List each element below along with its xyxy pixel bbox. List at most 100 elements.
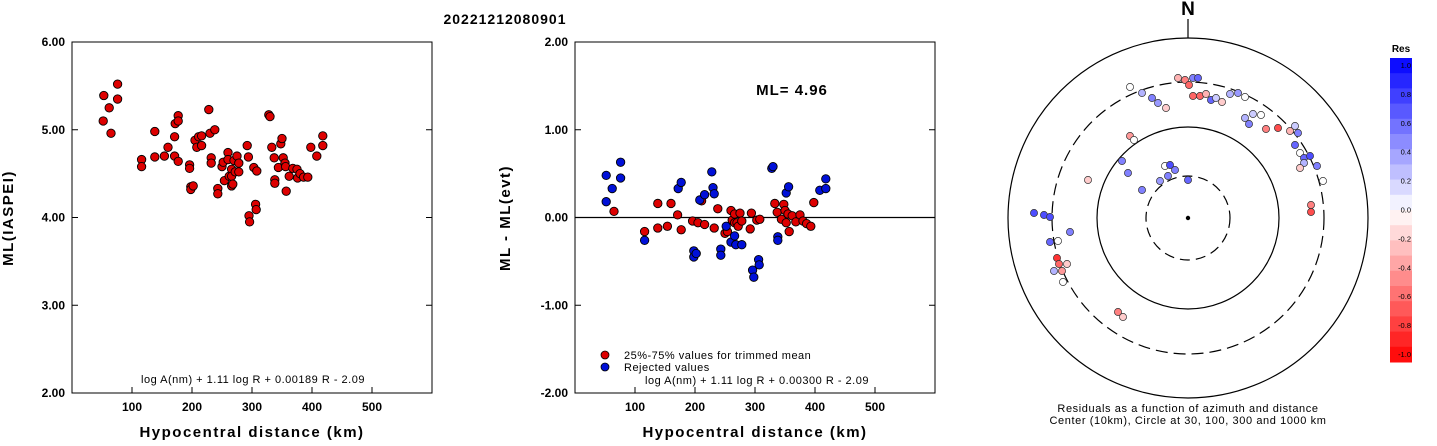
chart2-data-point — [729, 231, 740, 241]
north-label: N — [1181, 0, 1195, 20]
station-marker — [1319, 177, 1327, 185]
chart2-data-point — [773, 235, 783, 245]
colorbar-band — [1390, 301, 1412, 317]
station-marker — [1156, 177, 1164, 185]
chart2-data-point — [784, 226, 794, 237]
chart1-data-point — [196, 131, 207, 141]
chart2-x-tick-label: 100 — [625, 400, 645, 414]
chart2-data-point — [666, 198, 676, 209]
chart1-data-point — [306, 142, 316, 152]
station-marker — [1307, 208, 1315, 216]
chart2-data-point — [749, 272, 759, 282]
colorbar-band — [1390, 240, 1412, 257]
colorbar-tick-label: 0.4 — [1401, 148, 1411, 157]
chart2-data-point — [737, 216, 747, 226]
chart2-data-point — [709, 189, 719, 199]
chart2-data-point — [781, 218, 791, 228]
chart2-formula: log A(nm) + 1.11 log R + 0.00300 R - 2.0… — [645, 375, 869, 387]
chart1-data-point — [318, 140, 328, 151]
chart2-data-point — [821, 174, 831, 184]
chart1-data-point — [252, 166, 262, 176]
chart2-data-point — [699, 190, 710, 200]
residual-colorbar: Res 1.0 0.8 0.6 0.4 0.2 0.0 -0.2 -0.4 -0.6 -0.8 -1… — [1390, 44, 1412, 363]
chart1-data-point — [267, 142, 277, 152]
chart2-data-point — [707, 167, 717, 177]
station-marker — [1218, 98, 1226, 106]
chart2-data-point — [653, 223, 663, 233]
chart2-data-point — [699, 219, 710, 230]
colorbar-band — [1390, 118, 1412, 135]
station-marker — [1291, 122, 1299, 130]
station-marker — [1050, 267, 1058, 275]
chart1-data-point — [136, 161, 147, 172]
chart1-data-point — [150, 126, 160, 137]
station-marker — [1189, 92, 1197, 100]
chart1-y-tick-label: 4.00 — [42, 211, 66, 225]
ring-1000km — [1007, 37, 1369, 399]
colorbar-tick-label: 1.0 — [1401, 61, 1411, 70]
colorbar-band — [1390, 225, 1412, 241]
station-marker — [1138, 186, 1146, 194]
station-marker — [1234, 89, 1242, 97]
station-marker — [1054, 237, 1062, 245]
station-marker — [1307, 201, 1315, 209]
chart2-data-point — [601, 170, 611, 181]
chart2-data-point — [768, 161, 778, 172]
colorbar-band — [1390, 346, 1412, 363]
station-marker — [1162, 104, 1170, 112]
chart2-data-point — [607, 183, 617, 194]
chart1-data-point — [281, 186, 291, 196]
chart2-data-point — [737, 240, 747, 250]
chart2-data-point — [609, 206, 619, 217]
chart1-x-label: Hypocentral distance (km) — [139, 424, 364, 441]
chart1-y-tick-label: 5.00 — [42, 123, 66, 137]
chart1-x-tick-label: 100 — [122, 400, 142, 414]
station-markers — [1030, 74, 1327, 321]
chart1-data-point — [112, 79, 123, 89]
chart2-y-tick-label: 0.00 — [545, 211, 569, 225]
ring-30km — [1145, 175, 1231, 261]
station-marker — [1226, 90, 1234, 98]
chart1-data-point — [312, 151, 322, 161]
station-marker — [1063, 260, 1071, 268]
chart1-data-point — [184, 163, 195, 174]
chart1-data-point — [265, 111, 275, 122]
ml-value-annotation: ML= 4.96 — [756, 82, 828, 99]
chart1-data-point — [206, 158, 216, 168]
chart2-y-tick-label: 1.00 — [545, 123, 569, 137]
chart1-data-point — [284, 171, 294, 181]
chart1-data-point — [234, 158, 244, 168]
colorbar-tick-label: 0.0 — [1401, 206, 1411, 215]
azimuth-residual-map: N Residuals as a function of azimuth and… — [1007, 0, 1369, 427]
chart2-data-point — [662, 221, 673, 231]
chart2-data-point — [716, 250, 726, 260]
chart2-data-point — [783, 182, 794, 192]
chart2-x-tick-label: 200 — [685, 400, 705, 414]
chart2-data-point — [653, 198, 663, 209]
chart2-data-point — [770, 198, 780, 209]
chart2-x-label: Hypocentral distance (km) — [642, 424, 867, 441]
chart1-data-point — [234, 167, 244, 177]
colorbar-band — [1390, 134, 1412, 150]
chart2-y-tick-label: -2.00 — [541, 386, 569, 400]
chart2-data-point — [709, 223, 719, 233]
chart1-data-point — [204, 104, 214, 115]
chart1-data-point — [269, 153, 279, 163]
chart2-data-point — [615, 157, 626, 167]
colorbar-band — [1390, 194, 1412, 211]
chart2-x-ticks: 100 200 300 400 500 — [625, 387, 885, 414]
epicenter-marker — [1185, 215, 1191, 221]
chart1-y-tick-label: 6.00 — [42, 35, 66, 49]
chart1-x-tick-label: 500 — [362, 400, 382, 414]
colorbar-band — [1390, 179, 1412, 196]
chart1-data-point — [106, 128, 116, 138]
chart1-data-point — [277, 133, 287, 144]
chart2-data-point — [672, 210, 683, 220]
chart1-data-point — [163, 142, 173, 152]
station-marker — [1245, 120, 1253, 128]
colorbar-title: Res — [1392, 44, 1411, 55]
chart2-data-point — [601, 197, 611, 207]
colorbar-band — [1390, 73, 1412, 89]
chart1-data-point — [228, 179, 238, 189]
chart1-y-tick-label: 3.00 — [42, 298, 66, 312]
